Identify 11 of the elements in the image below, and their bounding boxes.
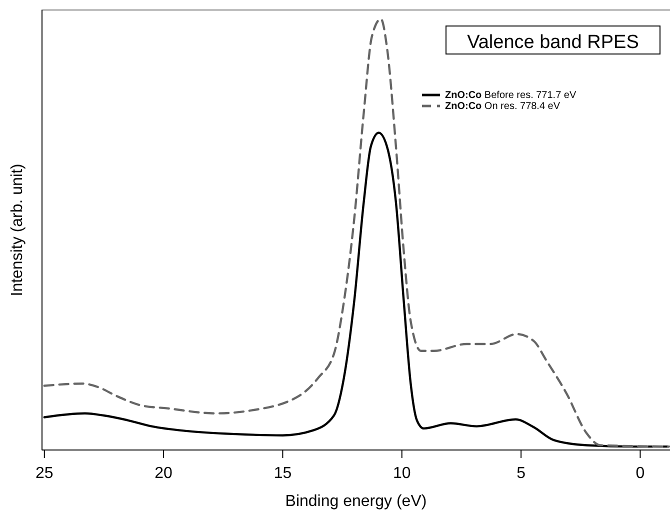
- x-tick-label: 20: [154, 465, 173, 482]
- x-tick-label: 10: [392, 465, 411, 482]
- x-tick-label: 15: [274, 465, 292, 482]
- x-tick-label: 25: [35, 465, 54, 482]
- legend-label: ZnO:Co On res. 778.4 eV: [445, 101, 560, 112]
- legend-label: ZnO:Co Before res. 771.7 eV: [445, 90, 576, 101]
- x-axis-title: Binding energy (eV): [285, 493, 427, 510]
- y-axis-title: Intensity (arb. unit): [9, 164, 26, 296]
- x-tick-label: 5: [516, 465, 526, 482]
- text: Valence band RPES: [467, 32, 639, 53]
- x-tick-label: 0: [636, 465, 645, 482]
